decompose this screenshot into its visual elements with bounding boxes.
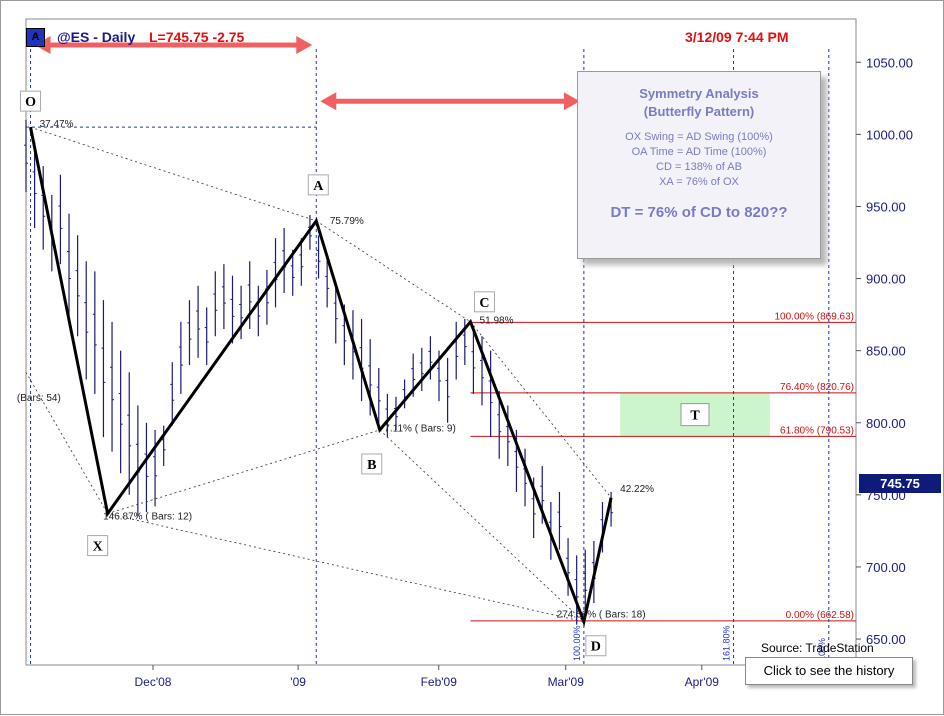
symbol-label: @ES - Daily	[57, 29, 136, 45]
chart-badge[interactable]: A	[26, 28, 45, 47]
symmetry-rule: OX Swing = AD Swing (100%)	[625, 131, 773, 143]
fib-level-label: 100.00% (869.63)	[774, 311, 854, 322]
ratio-label: 146.87% ( Bars: 12)	[103, 511, 192, 522]
ratio-label: 274.56% ( Bars: 18)	[557, 609, 646, 620]
point-label-box	[473, 291, 495, 313]
guide-line	[316, 220, 471, 323]
pattern-guide-lines-layer	[25, 126, 612, 623]
point-label-box	[307, 174, 329, 196]
symmetry-rule: XA = 76% of OX	[659, 176, 739, 188]
time-line-label: 100%	[817, 638, 827, 661]
guide-line	[379, 429, 585, 623]
current-price-tag: 745.75	[859, 474, 941, 493]
point-label: C	[479, 296, 489, 311]
symmetry-arrows-layer	[34, 35, 580, 111]
y-tick-label: 800.00	[866, 416, 906, 431]
ratio-label: 75.79%	[330, 216, 364, 227]
symmetry-rule: OA Time = AD Time (100%)	[631, 146, 767, 158]
symmetry-subtitle: (Butterfly Pattern)	[643, 104, 755, 119]
symmetry-rules: OX Swing = AD Swing (100%) OA Time = AD …	[578, 130, 820, 190]
ratio-label: 37.47%	[40, 119, 74, 130]
point-label: D	[591, 640, 601, 655]
price-bars-layer	[24, 119, 614, 625]
price-axis: 650.00700.00750.00800.00850.00900.00950.…	[856, 55, 913, 647]
guide-line	[470, 321, 612, 498]
double-top-target: DT = 76% of CD to 820??	[610, 204, 788, 221]
target-label: T	[690, 409, 700, 424]
history-button[interactable]: Click to see the history	[745, 657, 913, 685]
point-label: O	[25, 95, 36, 110]
point-label-box	[20, 90, 42, 112]
point-labels-layer: O X A B C D 37.47% 75.79% (Bars: 54) 146.87% ( Ba…	[17, 90, 654, 657]
ratio-label: 7.11% ( Bars: 9)	[384, 423, 456, 434]
symmetry-rule: CD = 138% of AB	[656, 161, 742, 173]
x-tick-label: Apr'09	[685, 675, 720, 689]
y-tick-label: 700.00	[866, 560, 906, 575]
symmetry-arrowhead	[563, 92, 580, 111]
ratio-label: 51.98%	[480, 315, 514, 326]
point-label-box	[87, 535, 109, 557]
target-zone-layer: T	[620, 392, 770, 437]
point-label-box	[585, 635, 607, 657]
point-label: X	[93, 540, 103, 555]
x-tick-label: Dec'08	[135, 675, 172, 689]
fib-level-label: 76.40% (820.76)	[780, 382, 854, 393]
ratio-label: (Bars: 54)	[17, 393, 61, 404]
y-tick-label: 650.00	[866, 632, 906, 647]
x-tick-label: Mar'09	[548, 675, 585, 689]
y-tick-label: 900.00	[866, 272, 906, 287]
point-label: A	[313, 179, 324, 194]
plot-border	[25, 18, 857, 666]
target-label-box	[680, 403, 710, 427]
symmetry-title: Symmetry Analysis	[639, 86, 759, 101]
symmetry-analysis-box: Symmetry Analysis (Butterfly Pattern) OX…	[577, 71, 821, 259]
guide-line	[107, 513, 584, 623]
time-line-label: 100.00%	[572, 625, 582, 661]
last-price-label: L=745.75 -2.75	[149, 29, 245, 45]
y-tick-label: 1000.00	[866, 127, 913, 142]
pattern-layer	[29, 126, 613, 627]
guide-line	[25, 372, 108, 514]
point-label: B	[367, 458, 376, 473]
fibonacci-levels-layer: 100.00% (869.63) 76.40% (820.76) 61.80% (7…	[470, 311, 856, 622]
symmetry-arrowhead	[296, 35, 313, 54]
timestamp-label: 3/12/09 7:44 PM	[685, 29, 789, 45]
y-tick-label: 850.00	[866, 344, 906, 359]
point-label-box	[361, 453, 383, 475]
x-tick-label: Feb'09	[421, 675, 458, 689]
time-line-label: 161.80%	[722, 625, 732, 661]
chart-gridlines	[25, 18, 857, 666]
x-tick-label: '09	[290, 675, 306, 689]
y-tick-label: 950.00	[866, 199, 906, 214]
date-axis: Dec'08 '09 Feb'09 Mar'09 Apr'09	[135, 665, 720, 689]
ratio-label: 42.22%	[620, 484, 654, 495]
guide-line	[30, 126, 317, 222]
fib-level-label: 0.00% (662.58)	[786, 610, 854, 621]
source-label: Source: TradeStation	[761, 641, 874, 655]
symmetry-arrowhead	[320, 92, 337, 111]
butterfly-pattern-line	[29, 126, 613, 627]
y-tick-label: 1050.00	[866, 55, 913, 70]
guide-line	[107, 429, 380, 514]
fib-level-label: 61.80% (790.53)	[780, 425, 854, 436]
